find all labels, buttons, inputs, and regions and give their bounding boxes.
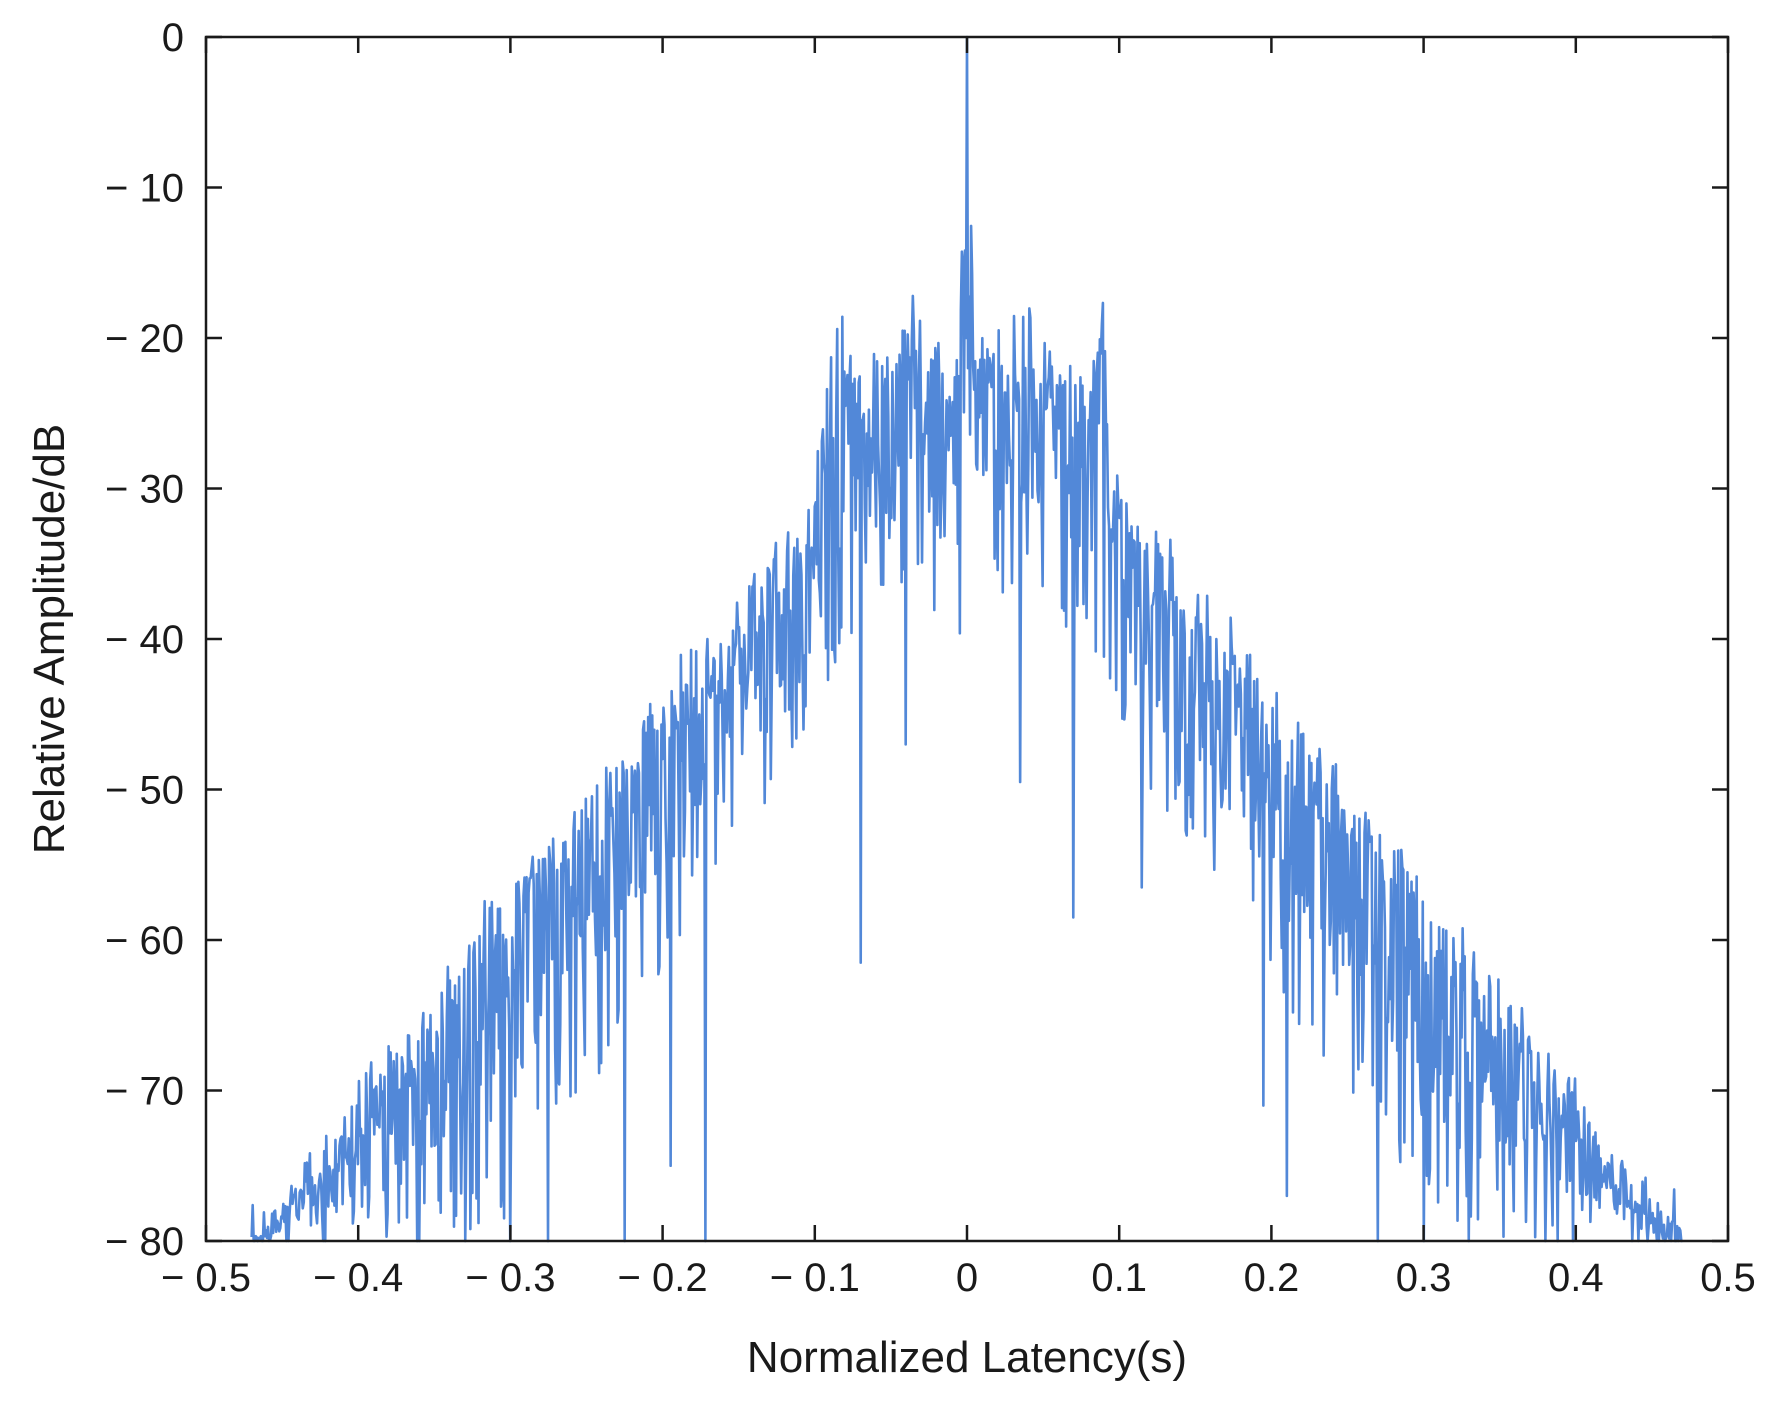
y-tick-label: − 80: [105, 1220, 184, 1264]
x-tick-label: 0: [956, 1256, 978, 1300]
y-tick-label: − 30: [105, 468, 184, 512]
x-tick-label: 0.4: [1548, 1256, 1604, 1300]
y-axis: 0 − 10 − 20 − 30 − 40 − 50 − 60 − 70 − 80: [105, 16, 1728, 1264]
y-tick-label: − 70: [105, 1070, 184, 1114]
x-tick-label: 0.1: [1091, 1256, 1147, 1300]
y-tick-label: − 20: [105, 317, 184, 361]
x-axis: − 0.5 − 0.4 − 0.3 − 0.2 − 0.1 0 0.1 0.2 0.3 0.4 0.…: [161, 37, 1756, 1300]
x-tick-label: − 0.2: [618, 1256, 708, 1300]
x-tick-label: − 0.5: [161, 1256, 251, 1300]
y-tick-label: − 40: [105, 618, 184, 662]
y-tick-label: − 50: [105, 769, 184, 813]
x-axis-label: Normalized Latency(s): [747, 1333, 1187, 1382]
y-tick-label: − 10: [105, 167, 184, 211]
x-tick-label: − 0.4: [313, 1256, 403, 1300]
x-tick-label: 0.3: [1396, 1256, 1452, 1300]
x-tick-label: 0.5: [1700, 1256, 1756, 1300]
y-axis-label: Relative Amplitude/dB: [25, 424, 74, 854]
y-tick-label: − 60: [105, 919, 184, 963]
x-tick-label: − 0.1: [770, 1256, 860, 1300]
x-tick-label: 0.2: [1244, 1256, 1300, 1300]
x-tick-label: − 0.3: [465, 1256, 555, 1300]
y-tick-label: 0: [162, 16, 184, 60]
